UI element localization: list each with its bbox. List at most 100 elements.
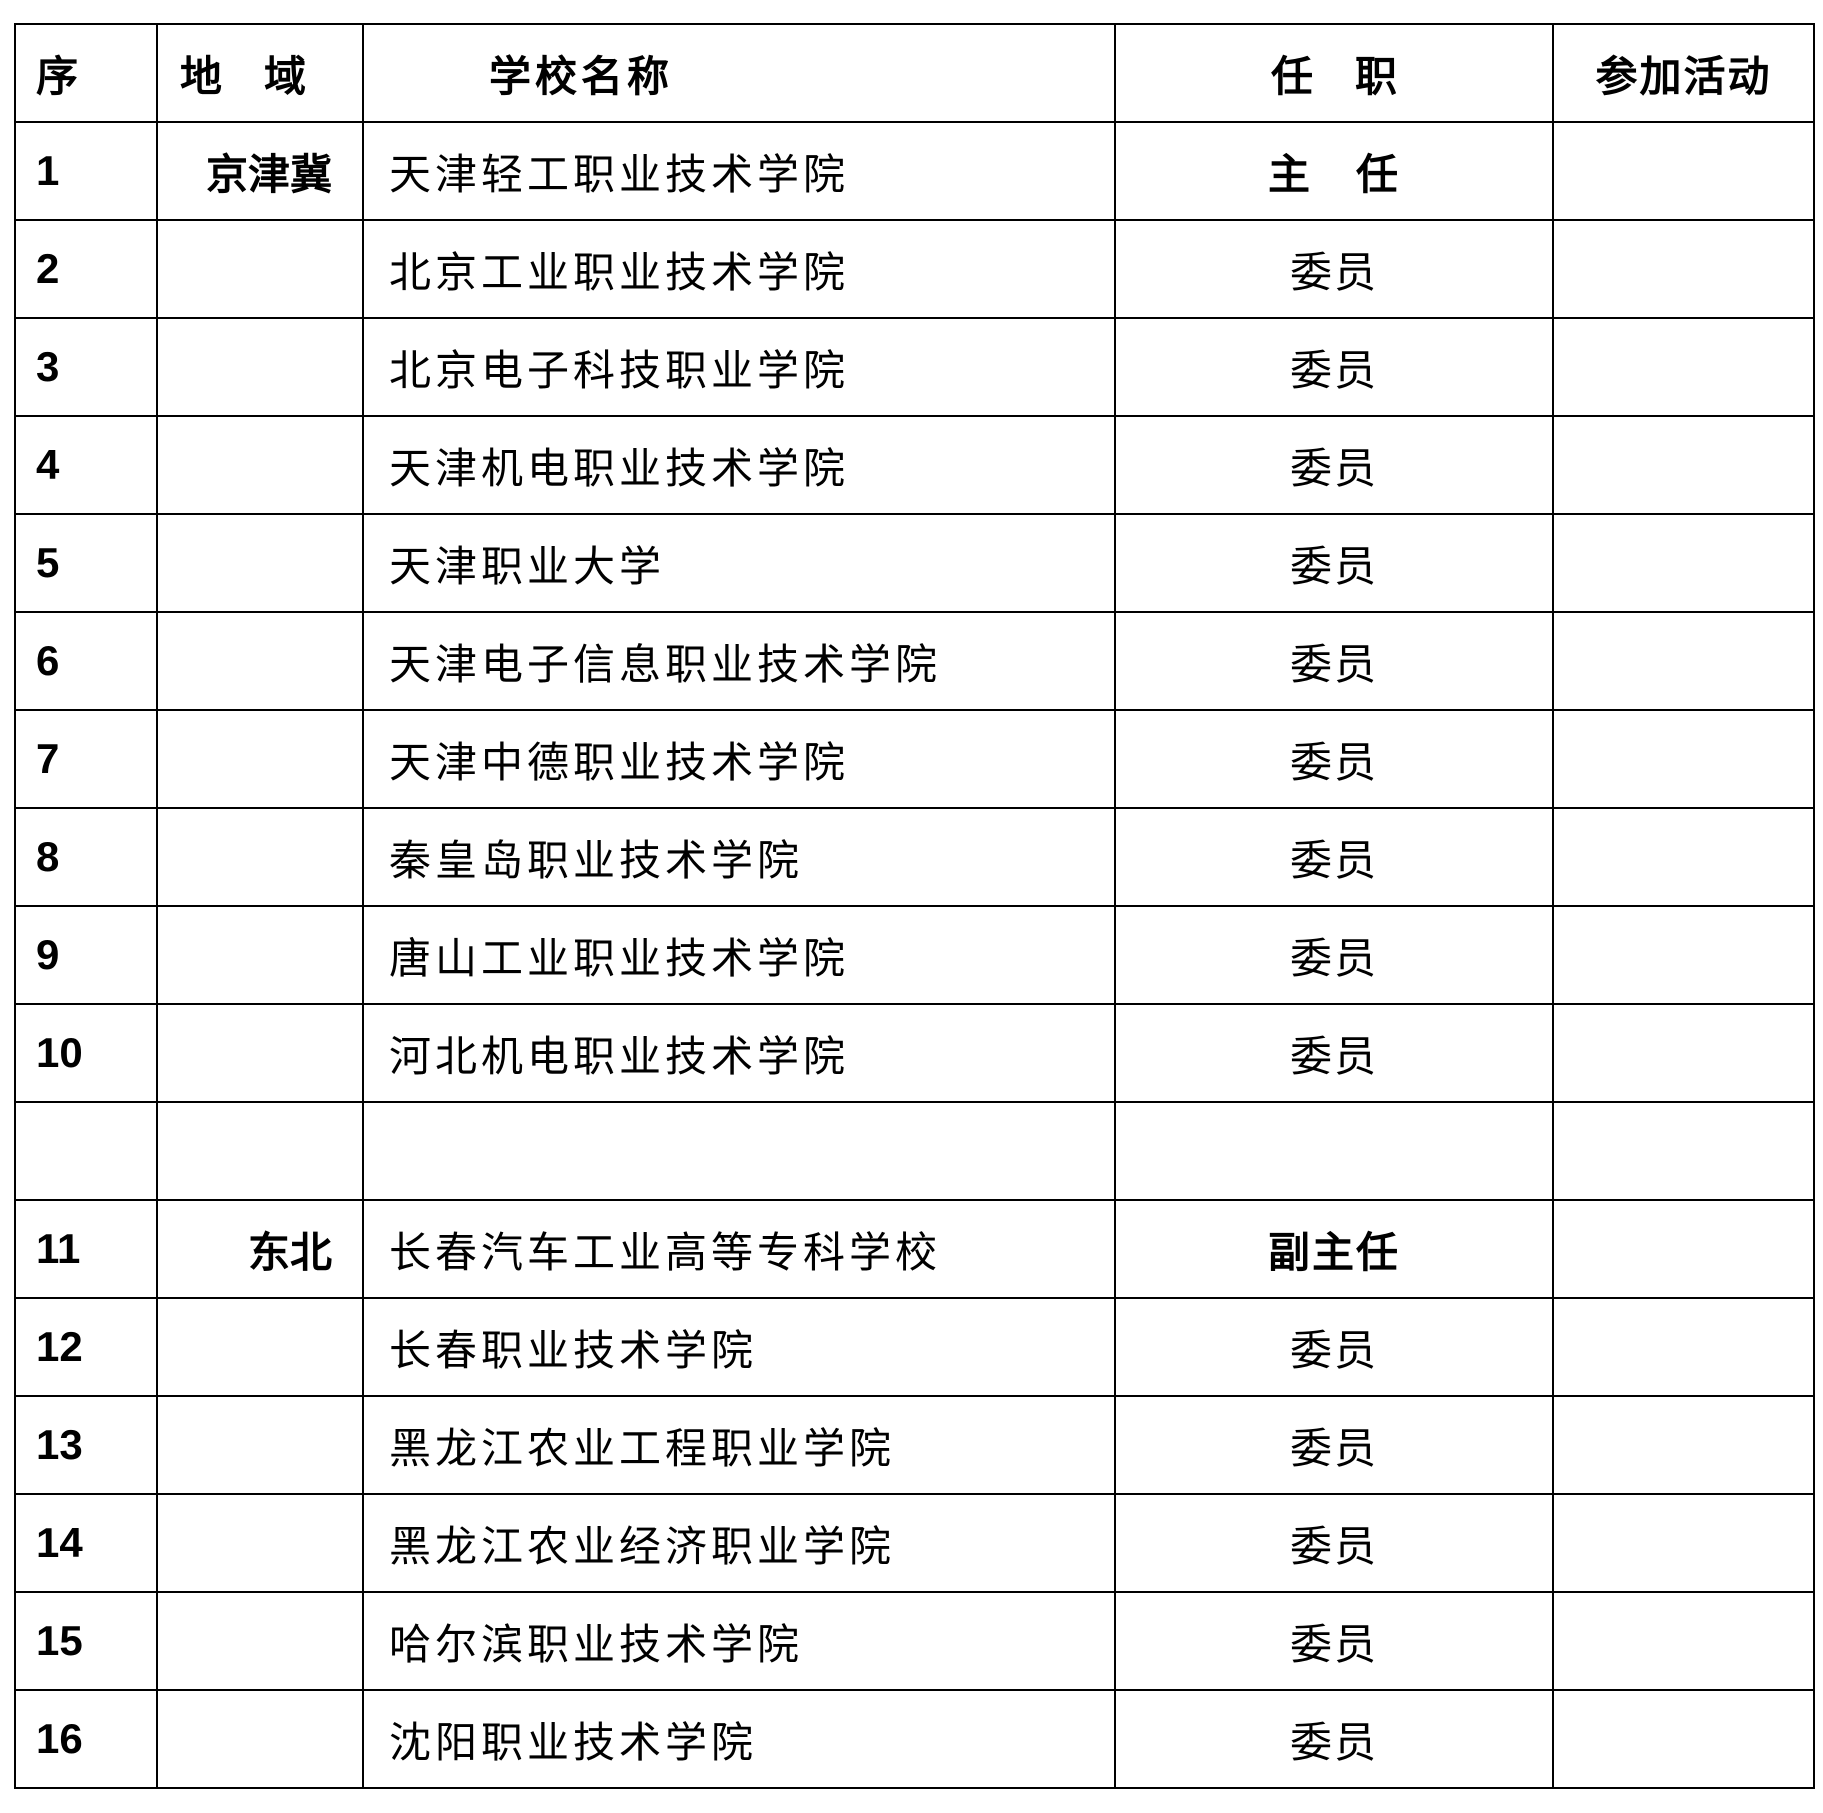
row-activity bbox=[1552, 121, 1815, 221]
row-activity bbox=[1552, 317, 1815, 417]
row-position: 委员 bbox=[1114, 1297, 1554, 1397]
row-region bbox=[156, 1101, 364, 1201]
row-activity bbox=[1552, 709, 1815, 809]
row-seq: 7 bbox=[14, 709, 158, 809]
row-school-name: 秦皇岛职业技术学院 bbox=[362, 807, 1116, 907]
table-row: 5 天津职业大学 委员 bbox=[14, 513, 1815, 613]
row-seq: 8 bbox=[14, 807, 158, 907]
row-school-name: 天津电子信息职业技术学院 bbox=[362, 611, 1116, 711]
header-row: 序 地 域 学校名称 任 职 参加活动 bbox=[14, 23, 1815, 123]
row-activity bbox=[1552, 611, 1815, 711]
header-region: 地 域 bbox=[156, 23, 364, 123]
row-position: 委员 bbox=[1114, 415, 1554, 515]
table-row: 1 京津冀 天津轻工职业技术学院主 任 bbox=[14, 121, 1815, 221]
header-school-name: 学校名称 bbox=[362, 23, 1116, 123]
row-position: 委员 bbox=[1114, 905, 1554, 1005]
row-position: 委员 bbox=[1114, 1591, 1554, 1691]
row-seq: 3 bbox=[14, 317, 158, 417]
row-position: 主 任 bbox=[1114, 121, 1554, 221]
row-position: 委员 bbox=[1114, 1395, 1554, 1495]
row-activity bbox=[1552, 1199, 1815, 1299]
table-row: 11 东北 长春汽车工业高等专科学校 副主任 bbox=[14, 1199, 1815, 1299]
table-row: 14 黑龙江农业经济职业学院 委员 bbox=[14, 1493, 1815, 1593]
row-school-name: 天津轻工职业技术学院 bbox=[362, 121, 1116, 221]
row-position: 委员 bbox=[1114, 513, 1554, 613]
table-row: 12 长春职业技术学院 委员 bbox=[14, 1297, 1815, 1397]
row-activity bbox=[1552, 1689, 1815, 1789]
row-seq: 12 bbox=[14, 1297, 158, 1397]
row-seq: 13 bbox=[14, 1395, 158, 1495]
row-activity bbox=[1552, 807, 1815, 907]
row-school-name: 北京电子科技职业学院 bbox=[362, 317, 1116, 417]
row-activity bbox=[1552, 513, 1815, 613]
table-row: 7 天津中德职业技术学院 委员 bbox=[14, 709, 1815, 809]
row-school-name bbox=[362, 1101, 1116, 1201]
table-row: 3 北京电子科技职业学院 委员 bbox=[14, 317, 1815, 417]
row-activity bbox=[1552, 1493, 1815, 1593]
row-region bbox=[156, 1591, 364, 1691]
row-seq: 15 bbox=[14, 1591, 158, 1691]
header-seq: 序 bbox=[14, 23, 158, 123]
row-position: 委员 bbox=[1114, 709, 1554, 809]
row-region bbox=[156, 807, 364, 907]
row-school-name: 北京工业职业技术学院 bbox=[362, 219, 1116, 319]
row-region bbox=[156, 513, 364, 613]
table-row: 6 天津电子信息职业技术学院 委员 bbox=[14, 611, 1815, 711]
header-activity: 参加活动 bbox=[1552, 23, 1815, 123]
row-position: 委员 bbox=[1114, 807, 1554, 907]
row-seq: 16 bbox=[14, 1689, 158, 1789]
row-region: 东北 bbox=[156, 1199, 364, 1299]
row-school-name: 长春职业技术学院 bbox=[362, 1297, 1116, 1397]
row-position: 副主任 bbox=[1114, 1199, 1554, 1299]
row-region bbox=[156, 415, 364, 515]
row-position: 委员 bbox=[1114, 317, 1554, 417]
row-school-name: 黑龙江农业经济职业学院 bbox=[362, 1493, 1116, 1593]
row-activity bbox=[1552, 1297, 1815, 1397]
row-seq: 5 bbox=[14, 513, 158, 613]
row-seq: 6 bbox=[14, 611, 158, 711]
row-school-name: 天津机电职业技术学院 bbox=[362, 415, 1116, 515]
header-position: 任 职 bbox=[1114, 23, 1554, 123]
table-row: 2 北京工业职业技术学院 委员 bbox=[14, 219, 1815, 319]
row-school-name: 黑龙江农业工程职业学院 bbox=[362, 1395, 1116, 1495]
row-region bbox=[156, 219, 364, 319]
row-school-name: 河北机电职业技术学院 bbox=[362, 1003, 1116, 1103]
row-seq: 11 bbox=[14, 1199, 158, 1299]
row-seq bbox=[14, 1101, 158, 1201]
row-activity bbox=[1552, 219, 1815, 319]
row-activity bbox=[1552, 415, 1815, 515]
row-region bbox=[156, 709, 364, 809]
row-activity bbox=[1552, 1591, 1815, 1691]
row-school-name: 长春汽车工业高等专科学校 bbox=[362, 1199, 1116, 1299]
row-activity bbox=[1552, 1395, 1815, 1495]
row-region bbox=[156, 1689, 364, 1789]
row-school-name: 沈阳职业技术学院 bbox=[362, 1689, 1116, 1789]
row-region bbox=[156, 611, 364, 711]
row-position: 委员 bbox=[1114, 1003, 1554, 1103]
row-position: 委员 bbox=[1114, 219, 1554, 319]
table-row: 4 天津机电职业技术学院 委员 bbox=[14, 415, 1815, 515]
row-seq: 1 bbox=[14, 121, 158, 221]
row-region bbox=[156, 1493, 364, 1593]
row-school-name: 唐山工业职业技术学院 bbox=[362, 905, 1116, 1005]
table-row: 8 秦皇岛职业技术学院 委员 bbox=[14, 807, 1815, 907]
row-seq: 9 bbox=[14, 905, 158, 1005]
row-activity bbox=[1552, 905, 1815, 1005]
row-seq: 10 bbox=[14, 1003, 158, 1103]
row-activity bbox=[1552, 1101, 1815, 1201]
school-committee-table: 序 地 域 学校名称 任 职 参加活动 1 京津冀 天津轻工职业技术学院主 任 2 北京… bbox=[14, 23, 1815, 1789]
row-region bbox=[156, 905, 364, 1005]
row-seq: 4 bbox=[14, 415, 158, 515]
table-row: 13 黑龙江农业工程职业学院 委员 bbox=[14, 1395, 1815, 1495]
table-row: 9 唐山工业职业技术学院 委员 bbox=[14, 905, 1815, 1005]
row-position: 委员 bbox=[1114, 1493, 1554, 1593]
row-activity bbox=[1552, 1003, 1815, 1103]
row-region bbox=[156, 1297, 364, 1397]
row-position: 委员 bbox=[1114, 611, 1554, 711]
row-seq: 2 bbox=[14, 219, 158, 319]
row-region bbox=[156, 1395, 364, 1495]
table-row bbox=[14, 1101, 1815, 1201]
row-school-name: 天津中德职业技术学院 bbox=[362, 709, 1116, 809]
table-row: 16 沈阳职业技术学院 委员 bbox=[14, 1689, 1815, 1789]
row-seq: 14 bbox=[14, 1493, 158, 1593]
